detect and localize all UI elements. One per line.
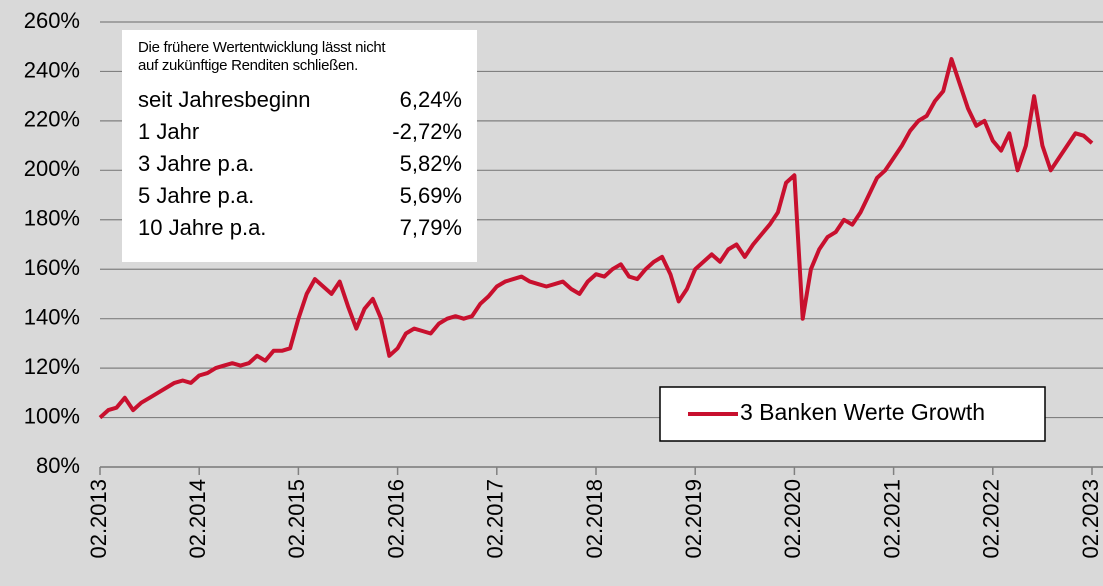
y-tick-label: 160% [24,255,80,280]
x-tick-label: 02.2019 [681,479,706,559]
legend-label: 3 Banken Werte Growth [740,399,985,425]
y-tick-label: 180% [24,206,80,231]
y-tick-label: 100% [24,403,80,428]
y-tick-label: 260% [24,8,80,33]
series-line [98,57,1094,420]
y-tick-label: 200% [24,156,80,181]
disclaimer: auf zukünftige Renditen schließen. [138,57,358,74]
y-tick-label: 80% [36,453,80,478]
period-value: 5,82% [400,151,462,176]
x-tick-label: 02.2022 [979,479,1004,559]
y-tick-label: 220% [24,107,80,132]
period-label: 3 Jahre p.a. [138,151,254,176]
period-label: seit Jahresbeginn [138,87,310,112]
x-tick-label: 02.2018 [582,479,607,559]
period-value: 7,79% [400,215,462,240]
y-tick-label: 120% [24,354,80,379]
info-box [122,30,477,262]
x-tick-label: 02.2014 [185,479,210,559]
x-tick-label: 02.2017 [483,479,508,559]
x-tick-label: 02.2016 [383,479,408,559]
disclaimer: Die frühere Wertentwicklung lässt nicht [138,39,386,56]
period-value: 5,69% [400,183,462,208]
x-tick-label: 02.2013 [86,479,111,559]
period-label: 10 Jahre p.a. [138,215,266,240]
x-tick-label: 02.2015 [284,479,309,559]
y-tick-label: 240% [24,57,80,82]
y-tick-label: 140% [24,304,80,329]
x-tick-label: 02.2023 [1078,479,1103,559]
period-label: 5 Jahre p.a. [138,183,254,208]
period-value: -2,72% [392,119,462,144]
period-value: 6,24% [400,87,462,112]
period-label: 1 Jahr [138,119,199,144]
x-tick-label: 02.2021 [879,479,904,559]
x-tick-label: 02.2020 [780,479,805,559]
